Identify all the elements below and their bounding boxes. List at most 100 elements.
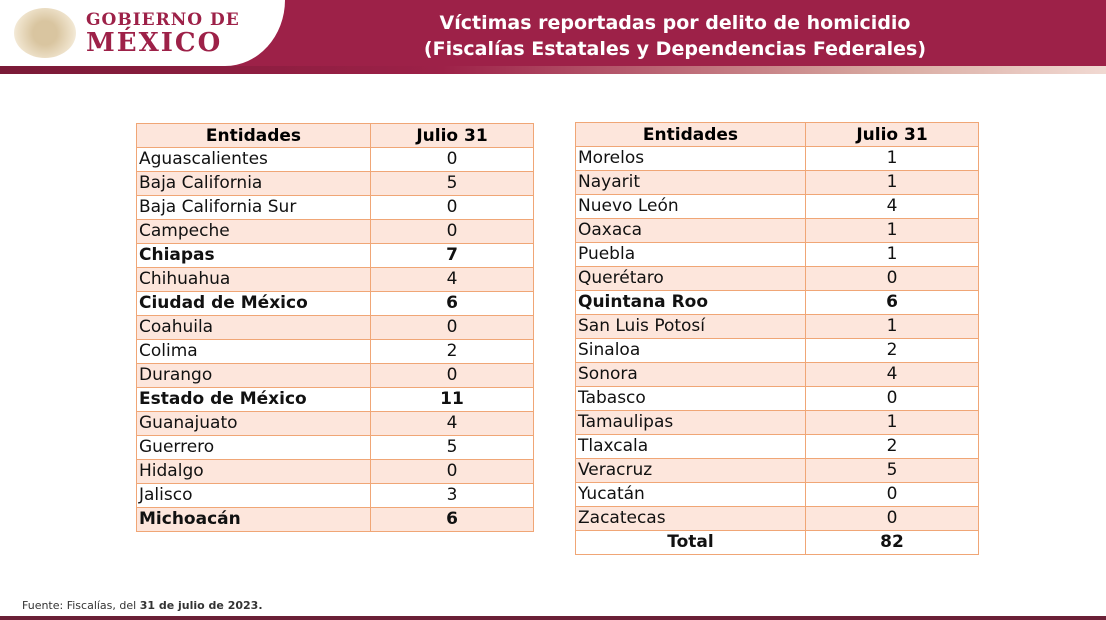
entity-name: Colima [136,339,371,364]
table-row: Baja California 5 [136,171,534,196]
entity-name: Sonora [575,362,806,387]
title-line2: (Fiscalías Estatales y Dependencias Fede… [423,38,927,60]
header-banner: GOBIERNO DE MÉXICO Víctimas reportadas p… [0,0,1106,66]
victim-count: 1 [805,170,979,195]
table-row: Quintana Roo 6 [575,290,979,315]
table-row: Ciudad de México 6 [136,291,534,316]
entity-name: Coahuila [136,315,371,340]
entity-name: Hidalgo [136,459,371,484]
entity-name: Ciudad de México [136,291,371,316]
total-row: Total 82 [575,530,979,555]
table-row: Guerrero 5 [136,435,534,460]
table-row: Michoacán 6 [136,507,534,532]
victim-count: 2 [370,339,534,364]
victim-count: 1 [805,242,979,267]
entity-name: Nayarit [575,170,806,195]
table-row: Estado de México 11 [136,387,534,412]
bottom-bar [0,616,1106,620]
victim-count: 0 [370,363,534,388]
victim-count: 3 [370,483,534,508]
column-header: Entidades [136,123,371,148]
table-row: Tlaxcala 2 [575,434,979,459]
table-row: Hidalgo 0 [136,459,534,484]
column-header: Julio 31 [805,122,979,147]
source-footnote: Fuente: Fiscalías, del 31 de julio de 20… [22,599,263,612]
table-row: Chiapas 7 [136,243,534,268]
victim-count: 2 [805,434,979,459]
table-row: Guanajuato 4 [136,411,534,436]
table-row: Zacatecas 0 [575,506,979,531]
table-row: Coahuila 0 [136,315,534,340]
victim-count: 1 [805,218,979,243]
entity-name: San Luis Potosí [575,314,806,339]
header-stripe [0,66,1106,74]
entity-name: Guanajuato [136,411,371,436]
victim-count: 0 [370,219,534,244]
victim-count: 2 [805,338,979,363]
total-label: Total [575,530,806,555]
page-title: Víctimas reportadas por delito de homici… [330,10,1020,62]
entity-name: Morelos [575,146,806,171]
victim-count: 0 [805,266,979,291]
table-row: Veracruz 5 [575,458,979,483]
victim-count: 0 [370,195,534,220]
entity-name: Tabasco [575,386,806,411]
entity-name: Zacatecas [575,506,806,531]
entity-name: Veracruz [575,458,806,483]
entity-name: Nuevo León [575,194,806,219]
entity-name: Yucatán [575,482,806,507]
total-value: 82 [805,530,979,555]
entity-name: Querétaro [575,266,806,291]
table-row: Yucatán 0 [575,482,979,507]
entity-name: Michoacán [136,507,371,532]
entity-name: Chiapas [136,243,371,268]
victim-count: 0 [805,482,979,507]
column-header: Entidades [575,122,806,147]
victim-count: 6 [370,507,534,532]
table-row: Durango 0 [136,363,534,388]
entity-name: Guerrero [136,435,371,460]
victim-count: 4 [370,411,534,436]
victim-count: 1 [805,314,979,339]
table-row: San Luis Potosí 1 [575,314,979,339]
entity-name: Quintana Roo [575,290,806,315]
entity-name: Chihuahua [136,267,371,292]
table-row: Chihuahua 4 [136,267,534,292]
brand-line1: GOBIERNO DE [86,10,240,30]
entity-name: Baja California [136,171,371,196]
victim-count: 6 [370,291,534,316]
victim-count: 0 [805,386,979,411]
table-row: Tamaulipas 1 [575,410,979,435]
brand-line2: MÉXICO [86,28,223,58]
entity-name: Sinaloa [575,338,806,363]
table-row: Puebla 1 [575,242,979,267]
entity-name: Durango [136,363,371,388]
table-row: Sonora 4 [575,362,979,387]
footnote-date: 31 de julio de 2023. [139,599,263,612]
entity-name: Campeche [136,219,371,244]
title-line1: Víctimas reportadas por delito de homici… [439,12,911,34]
table-row: Tabasco 0 [575,386,979,411]
victim-count: 1 [805,146,979,171]
footnote-prefix: Fuente: Fiscalías, del [22,599,140,612]
victim-count: 4 [805,194,979,219]
table-row: Baja California Sur 0 [136,195,534,220]
entity-name: Baja California Sur [136,195,371,220]
victim-count: 0 [370,147,534,172]
table-row: Oaxaca 1 [575,218,979,243]
victim-count: 6 [805,290,979,315]
victim-count: 1 [805,410,979,435]
table-row: Nayarit 1 [575,170,979,195]
table-row: Sinaloa 2 [575,338,979,363]
victim-count: 5 [805,458,979,483]
victim-count: 0 [370,315,534,340]
entity-name: Aguascalientes [136,147,371,172]
entity-name: Jalisco [136,483,371,508]
table-row: Querétaro 0 [575,266,979,291]
victim-count: 7 [370,243,534,268]
table-row: Aguascalientes 0 [136,147,534,172]
entity-name: Estado de México [136,387,371,412]
victim-count: 4 [370,267,534,292]
entity-name: Tlaxcala [575,434,806,459]
entity-name: Oaxaca [575,218,806,243]
